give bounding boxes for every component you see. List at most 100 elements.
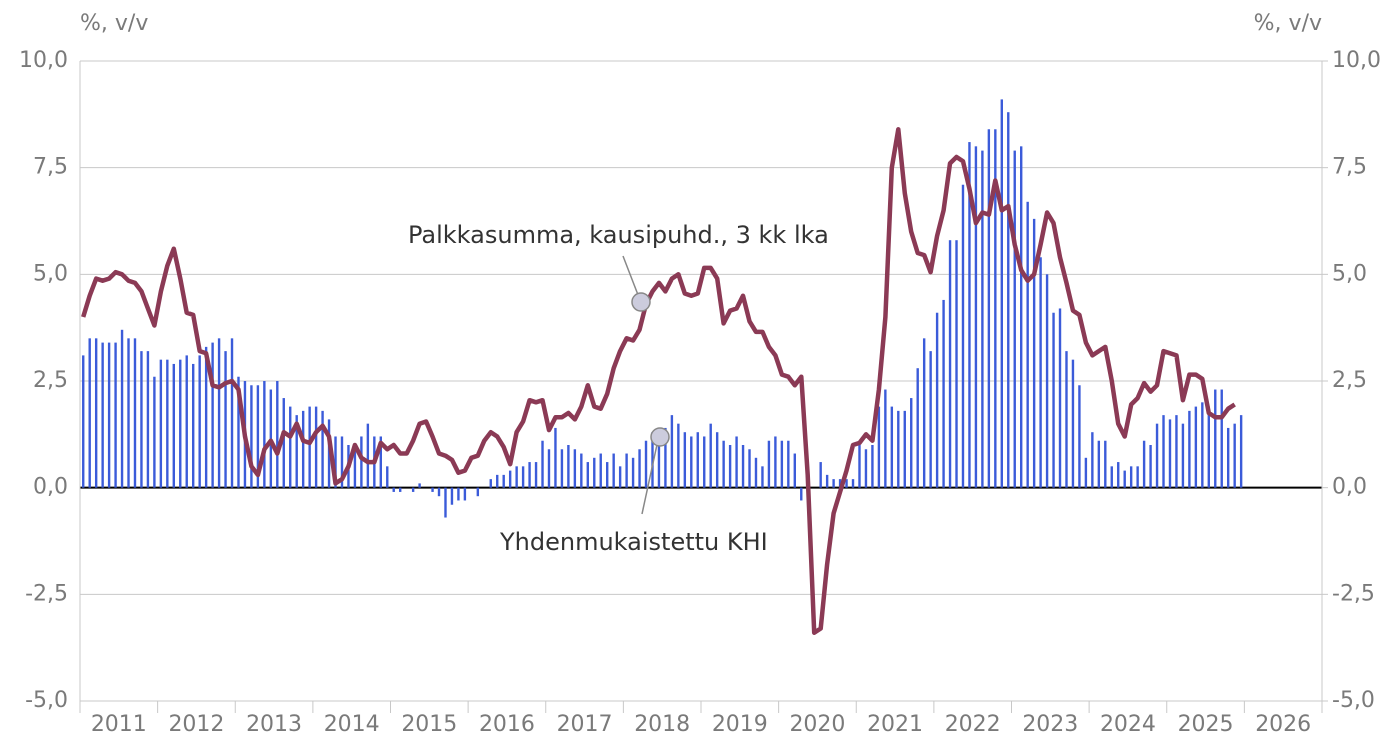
bar: [282, 398, 285, 488]
bar: [916, 368, 919, 488]
y-tick-label: 2,5: [33, 368, 68, 393]
bar: [1026, 201, 1029, 488]
bar: [974, 146, 978, 488]
bar: [1155, 423, 1159, 488]
bar: [696, 432, 699, 488]
bar: [715, 432, 719, 488]
bar: [353, 449, 357, 488]
bar: [211, 342, 214, 488]
bar: [1168, 419, 1172, 488]
bar: [929, 351, 932, 488]
bar: [1142, 440, 1146, 488]
bar: [224, 351, 227, 488]
bar: [748, 449, 751, 488]
bar: [586, 462, 589, 488]
x-tick-label: 2025: [1178, 712, 1234, 737]
leader-line: [622, 255, 641, 301]
bar: [192, 363, 195, 488]
bar: [1207, 406, 1210, 488]
x-tick-label: 2024: [1100, 712, 1156, 737]
bar: [295, 415, 298, 488]
bar: [528, 462, 531, 488]
bar: [437, 487, 441, 497]
bar: [1201, 402, 1204, 488]
bar: [968, 142, 971, 488]
bar: [444, 487, 447, 518]
bar: [825, 474, 829, 488]
bar: [250, 385, 253, 488]
bar: [334, 436, 337, 488]
bar: [871, 445, 874, 488]
bar: [606, 462, 609, 488]
bar: [864, 449, 868, 488]
bar: [515, 466, 518, 488]
bar: [819, 462, 822, 488]
bar: [101, 342, 104, 488]
bar: [845, 479, 848, 488]
bar: [735, 436, 738, 488]
bar: [386, 466, 389, 488]
bar: [832, 479, 835, 488]
x-tick-label: 2016: [479, 712, 535, 737]
bar: [502, 474, 505, 488]
bar: [1239, 415, 1243, 488]
bar: [961, 184, 965, 488]
bar: [625, 453, 628, 488]
y2-tick-label: 0,0: [1332, 475, 1367, 500]
bar: [1136, 466, 1139, 488]
bar: [580, 453, 583, 488]
bar: [107, 342, 111, 488]
y-tick-label: 0,0: [33, 475, 68, 500]
bar: [1045, 274, 1049, 488]
bar: [741, 445, 745, 488]
bar: [82, 355, 85, 488]
bar: [664, 427, 667, 488]
bar: [127, 338, 130, 488]
bar: [877, 406, 881, 488]
bar: [1032, 218, 1036, 488]
bar: [554, 427, 557, 488]
bar: [153, 376, 156, 488]
bar: [800, 487, 803, 501]
bar: [922, 338, 926, 488]
bar: [1020, 146, 1023, 488]
bar: [981, 150, 984, 488]
x-tick-label: 2012: [168, 712, 224, 737]
bar: [185, 355, 188, 488]
bar: [133, 338, 137, 488]
bar: [599, 453, 602, 488]
bar: [851, 479, 855, 488]
bar: [314, 406, 318, 488]
y-tick-label: -5,0: [25, 688, 68, 713]
bar: [146, 351, 150, 488]
bar: [1084, 457, 1088, 488]
bar: [276, 381, 279, 488]
bar: [1181, 423, 1185, 488]
bar: [948, 240, 952, 488]
bar: [1129, 466, 1133, 488]
y-tick-label: 7,5: [33, 155, 68, 180]
bar: [289, 406, 292, 488]
bar: [508, 470, 512, 488]
y2-tick-label: 7,5: [1332, 155, 1367, 180]
bar: [547, 449, 551, 488]
bar: [690, 436, 693, 488]
bar: [399, 487, 402, 492]
bar: [159, 359, 163, 488]
bar: [703, 436, 706, 488]
y-axis-label: %, v/v: [80, 11, 148, 36]
bar: [573, 449, 577, 488]
x-tick-label: 2022: [945, 712, 1001, 737]
bar: [88, 338, 91, 488]
bar: [340, 436, 344, 488]
bar: [1220, 389, 1223, 488]
bar: [728, 445, 732, 488]
bar: [204, 346, 208, 488]
x-tick-label: 2023: [1022, 712, 1078, 737]
bar: [1000, 99, 1003, 488]
y2-tick-label: 5,0: [1332, 261, 1367, 286]
bar: [910, 398, 913, 488]
bar: [890, 406, 894, 488]
bar: [838, 479, 842, 488]
bar: [618, 466, 622, 488]
